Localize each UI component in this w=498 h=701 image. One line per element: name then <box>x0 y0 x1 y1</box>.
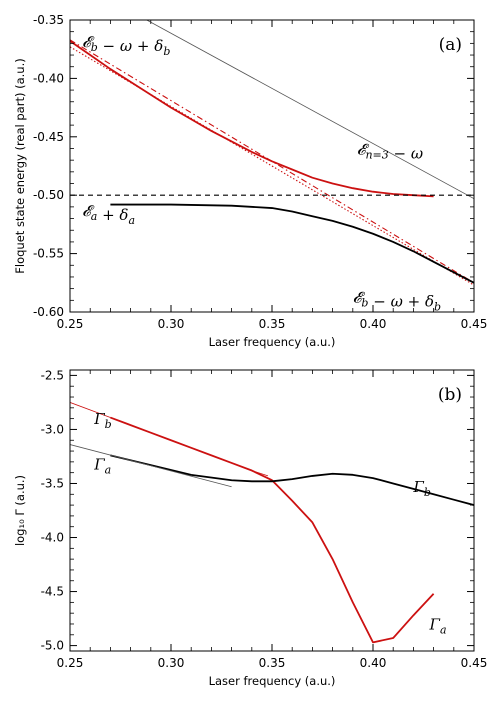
series-line-red-thin-1 <box>70 402 111 418</box>
x-tick-label: 0.40 <box>360 317 387 331</box>
chart-panel-b: 0.25 0.30 0.35 0.40 0.45 -2.5 -3.0 -3.5 -4.0 -4.5… <box>13 368 487 688</box>
series-line-red-solid-0 <box>70 40 434 198</box>
curve-annotation: Γa <box>429 615 447 636</box>
y-tick-label: -0.45 <box>33 130 64 144</box>
series-group <box>70 20 474 286</box>
x-tick-label: 0.45 <box>461 317 488 331</box>
series-line-black-solid-3 <box>110 454 474 506</box>
x-tick-label: 0.35 <box>259 317 286 331</box>
panel-label: (b) <box>438 385 462 405</box>
plot-frame <box>69 369 475 652</box>
y-tick-label: -0.50 <box>33 188 64 202</box>
x-tick-label: 0.40 <box>360 656 387 670</box>
panel-label: (a) <box>439 35 462 55</box>
series-line-gray-thin-5 <box>146 20 474 200</box>
x-tick-label: 0.30 <box>158 656 185 670</box>
curve-annotation: 𝓔a + δa <box>82 202 135 227</box>
series-line-red-dotted-2 <box>70 46 474 286</box>
y-tick-label: -3.5 <box>41 476 64 490</box>
x-axis-title: Laser frequency (a.u.) <box>209 674 336 688</box>
curve-annotation: Γb <box>93 410 111 431</box>
y-tick-label: -3.0 <box>41 422 64 436</box>
y-tick-label: -0.40 <box>33 71 64 85</box>
curve-annotation: 𝓔b − ω + δb <box>353 289 441 314</box>
y-tick-label: -0.55 <box>33 247 64 261</box>
y-tick-label: -4.5 <box>41 585 64 599</box>
y-tick-label: -4.0 <box>41 531 64 545</box>
series-line-black-solid-3 <box>110 203 474 284</box>
curve-annotation: Γa <box>93 455 111 476</box>
chart-panel-a: 0.25 0.30 0.35 0.40 0.45 -0.35 -0.40 -0.45 -0.50… <box>13 13 487 349</box>
x-axis-title: Laser frequency (a.u.) <box>209 335 336 349</box>
series-line-red-solid-0 <box>110 416 435 644</box>
x-tick-label: 0.30 <box>158 317 185 331</box>
series-line-red-thin-2 <box>251 470 269 477</box>
curve-annotation: Γb <box>412 478 430 499</box>
x-tick-label: 0.45 <box>461 656 488 670</box>
y-tick-label: -0.60 <box>33 305 64 319</box>
x-tick-label: 0.25 <box>57 656 84 670</box>
y-tick-label: -2.5 <box>41 368 64 382</box>
y-axis-title: Floquet state energy (real part) (a.u.) <box>13 58 27 273</box>
x-tick-label: 0.35 <box>259 656 286 670</box>
y-tick-label: -5.0 <box>41 639 64 653</box>
curve-annotation: 𝓔n=3 − ω <box>357 140 423 162</box>
x-tick-label: 0.25 <box>57 317 84 331</box>
y-tick-label: -0.35 <box>33 13 64 27</box>
y-axis-title: log₁₀ Γ (a.u.) <box>13 475 27 546</box>
curve-annotation: 𝓔b − ω + δb <box>82 33 170 58</box>
series-group <box>70 402 474 644</box>
series-line-gray-thin-4 <box>70 444 232 488</box>
series-line-red-dashdot-1 <box>70 39 474 284</box>
